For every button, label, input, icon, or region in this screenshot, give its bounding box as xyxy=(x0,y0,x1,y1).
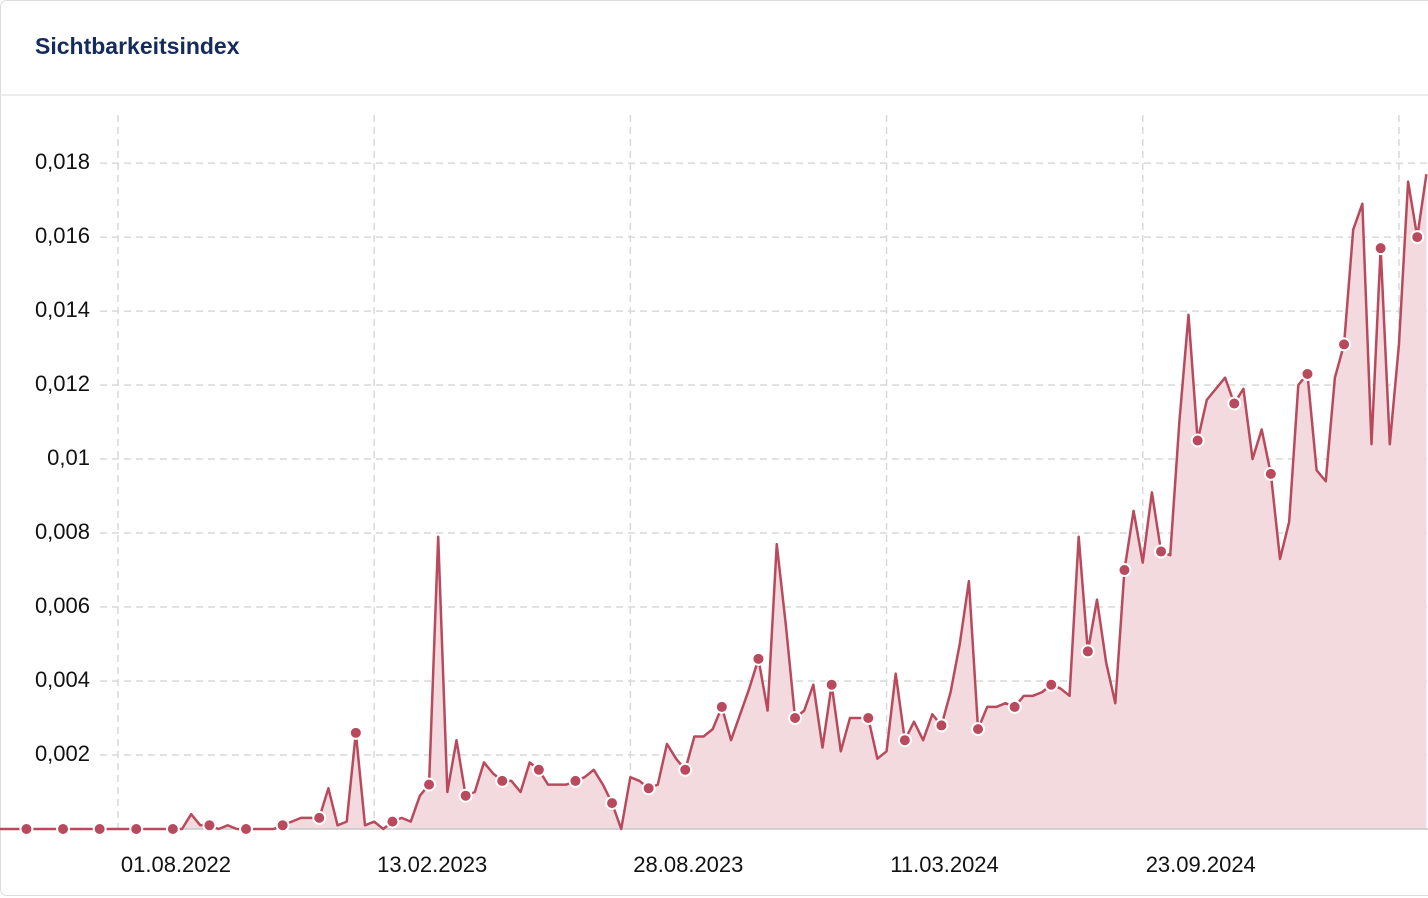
point xyxy=(678,762,693,777)
point xyxy=(348,725,363,740)
y-tick-label: 0,016 xyxy=(35,223,90,248)
point xyxy=(1337,337,1352,352)
point xyxy=(1410,230,1425,245)
point xyxy=(824,677,839,692)
point xyxy=(1154,544,1169,559)
chart-title: Sichtbarkeitsindex xyxy=(35,33,240,59)
point xyxy=(1190,433,1205,448)
point xyxy=(92,822,107,836)
point xyxy=(19,822,34,836)
point xyxy=(568,773,583,788)
x-tick-label: 11.03.2024 xyxy=(890,852,998,877)
point xyxy=(275,818,290,833)
point xyxy=(495,773,510,788)
point xyxy=(934,718,949,733)
point xyxy=(1300,366,1315,381)
line xyxy=(0,174,1428,831)
x-tick-label: 13.02.2023 xyxy=(377,852,487,877)
point xyxy=(458,788,473,803)
point xyxy=(971,722,986,737)
y-tick-label: 0,004 xyxy=(35,667,90,692)
point xyxy=(641,781,656,796)
point xyxy=(129,822,144,836)
y-tick-label: 0,006 xyxy=(35,593,90,618)
point xyxy=(1007,699,1022,714)
point xyxy=(605,796,620,811)
point xyxy=(897,733,912,748)
area xyxy=(0,174,1427,829)
point xyxy=(312,810,327,825)
y-tick-label: 0,01 xyxy=(47,445,90,470)
y-tick-label: 0,002 xyxy=(35,741,90,766)
point xyxy=(422,777,437,792)
point xyxy=(1227,396,1242,411)
y-tick-label: 0,018 xyxy=(35,149,90,174)
point xyxy=(1080,644,1095,659)
point xyxy=(56,822,71,836)
point xyxy=(861,711,876,726)
point xyxy=(1044,677,1059,692)
x-tick-label: 28.08.2023 xyxy=(633,852,743,877)
point xyxy=(202,818,217,833)
x-tick-label: 01.08.2022 xyxy=(121,852,231,877)
y-tick-label: 0,008 xyxy=(35,519,90,544)
point xyxy=(714,699,729,714)
point xyxy=(1117,563,1132,578)
y-tick-label: 0,012 xyxy=(35,371,90,396)
point xyxy=(531,762,546,777)
point xyxy=(1263,466,1278,481)
x-tick-label: 23.09.2024 xyxy=(1146,852,1256,877)
point xyxy=(165,822,180,836)
point xyxy=(751,651,766,666)
point xyxy=(239,822,254,836)
point xyxy=(1373,241,1388,256)
y-tick-label: 0,014 xyxy=(35,297,90,322)
point xyxy=(788,711,803,726)
point xyxy=(385,814,400,829)
